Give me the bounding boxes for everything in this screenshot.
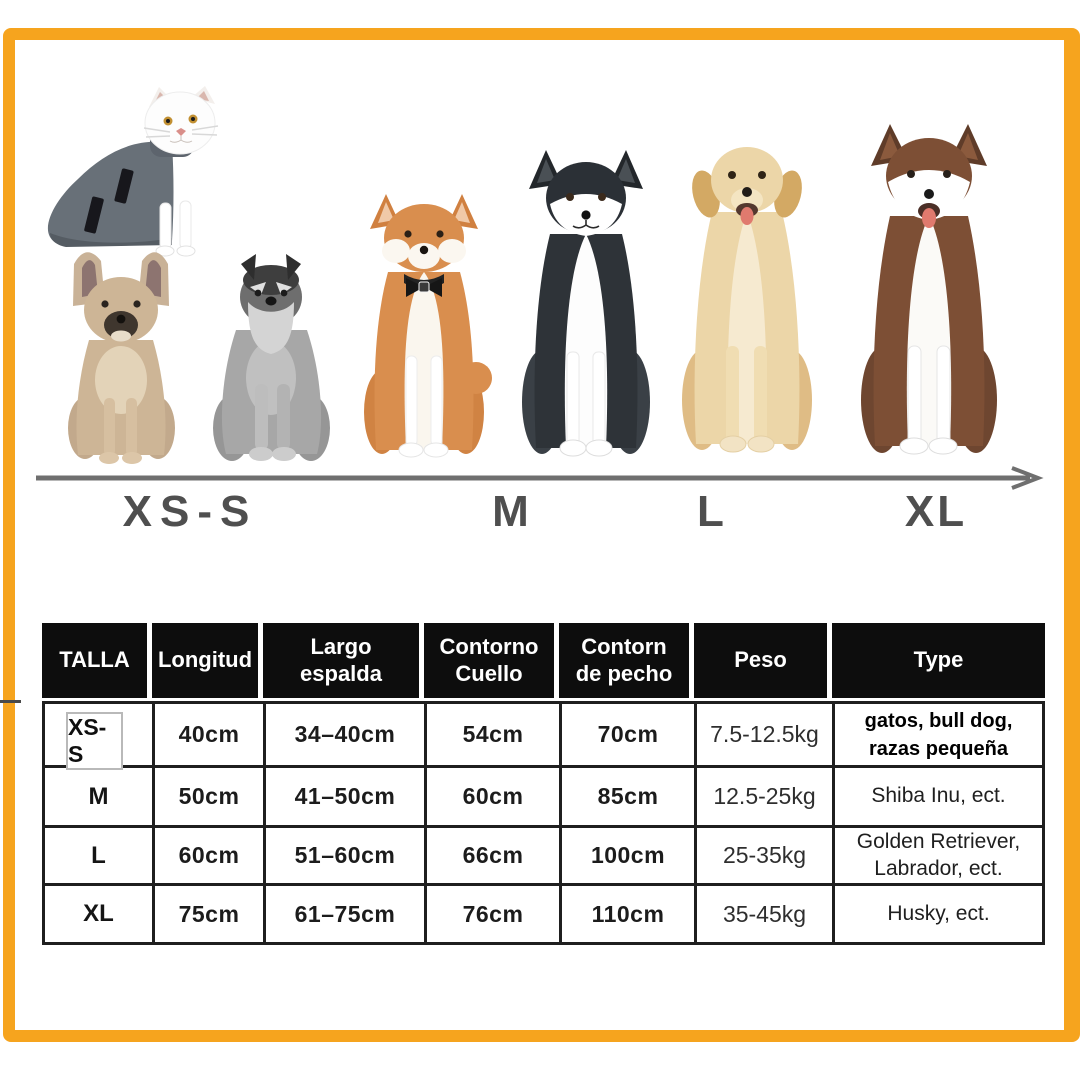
cell-xs-type: gatos, bull dog, razas pequeña	[835, 704, 1042, 768]
cell-l-type: Golden Retriever, Labrador, ect.	[835, 828, 1042, 886]
size-label-xs-s: XS-S	[122, 487, 258, 536]
header-cell-contorn-de-pecho: Contorn de pecho	[559, 623, 694, 698]
header-cell-type: Type	[832, 623, 1045, 698]
size-label-l: L	[697, 487, 727, 536]
header-cell-talla: TALLA	[42, 623, 152, 698]
miniature-schnauzer-photo	[213, 254, 330, 461]
cell-m-contorn-pecho: 85cm	[562, 768, 697, 828]
size-label-m: M	[492, 487, 532, 536]
cell-l-peso: 25-35kg	[697, 828, 835, 886]
header-cell-largo-espalda: Largo espalda	[263, 623, 424, 698]
shiba-inu-with-bow-tie-photo	[364, 194, 492, 458]
size-table-header: TALLA Longitud Largo espalda Contorno Cu…	[42, 623, 1045, 698]
cell-xs-longitud: 40cm	[155, 704, 266, 768]
cell-m-talla: M	[45, 768, 155, 828]
cell-l-contorn-pecho: 100cm	[562, 828, 697, 886]
border-artifact-line	[0, 700, 21, 703]
cell-xl-largo-espalda: 61–75cm	[266, 886, 427, 942]
cat-in-grey-bathrobe-photo	[47, 86, 219, 257]
cell-xl-peso: 35-45kg	[697, 886, 835, 942]
cell-xs-largo-espalda: 34–40cm	[266, 704, 427, 768]
cell-xl-type: Husky, ect.	[887, 901, 990, 925]
cell-xl-contorno-cuello: 76cm	[427, 886, 562, 942]
alaskan-malamute-photo	[861, 124, 997, 455]
golden-retriever-photo	[682, 147, 812, 453]
cell-m-type: Shiba Inu, ect.	[835, 768, 1042, 828]
cell-xs-contorno-cuello: 54cm	[427, 704, 562, 768]
french-bulldog-photo	[68, 252, 175, 464]
header-cell-longitud: Longitud	[152, 623, 263, 698]
cell-m-peso: 12.5-25kg	[697, 768, 835, 828]
cell-xl-contorn-pecho: 110cm	[562, 886, 697, 942]
cell-l-longitud: 60cm	[155, 828, 266, 886]
velcro-strip	[114, 168, 134, 204]
size-axis-arrow	[36, 466, 1044, 490]
header-cell-peso: Peso	[694, 623, 832, 698]
bow-tie	[404, 274, 444, 297]
size-table-body: 40cm 34–40cm 54cm 70cm 7.5-12.5kg gatos,…	[42, 701, 1045, 945]
cell-l-contorno-cuello: 66cm	[427, 828, 562, 886]
cat-front-legs	[155, 200, 196, 257]
cell-xs-contorn-pecho: 70cm	[562, 704, 697, 768]
velcro-strip	[84, 196, 104, 234]
cell-m-contorno-cuello: 60cm	[427, 768, 562, 828]
cell-m-longitud: 50cm	[155, 768, 266, 828]
cat-head	[143, 86, 219, 155]
size-label-xl: XL	[904, 487, 968, 536]
cell-xl-talla: XL	[45, 886, 155, 942]
cell-l-talla: L	[45, 828, 155, 886]
siberian-husky-photo	[522, 150, 650, 457]
header-cell-contorno-cuello: Contorno Cuello	[424, 623, 559, 698]
cell-xl-longitud: 75cm	[155, 886, 266, 942]
cell-xs-peso: 7.5-12.5kg	[697, 704, 835, 768]
xs-s-patch-label: XS- S	[66, 712, 123, 770]
cell-l-largo-espalda: 51–60cm	[266, 828, 427, 886]
cell-m-largo-espalda: 41–50cm	[266, 768, 427, 828]
